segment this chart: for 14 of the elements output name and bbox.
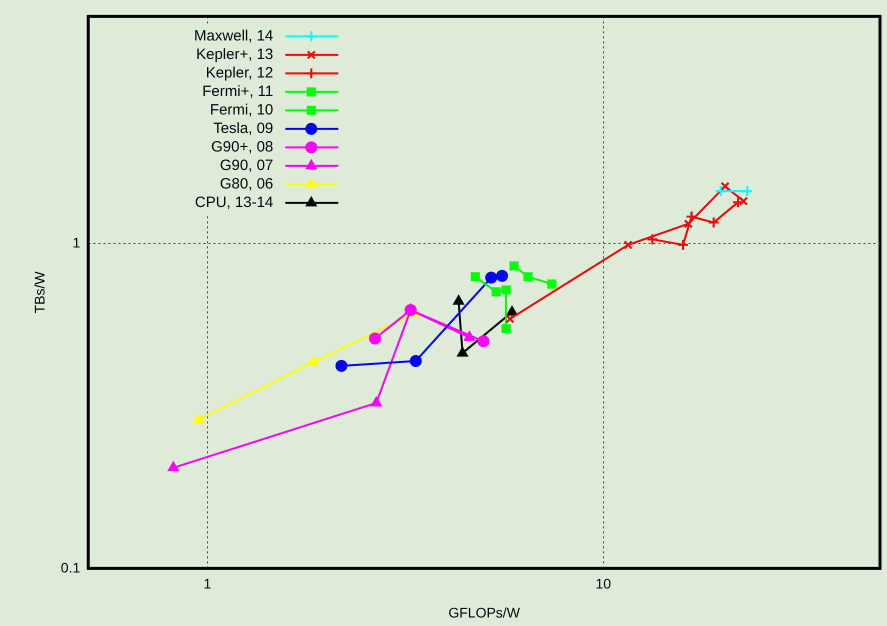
legend-label: Kepler, 12: [206, 64, 274, 82]
legend-label: G80, 06: [220, 176, 274, 193]
legend-label: G90+, 08: [211, 138, 274, 156]
legend-label: Fermi, 10: [210, 102, 274, 119]
legend-label: G90, 07: [220, 157, 274, 174]
x-axis-title: GFLOPs/W: [448, 604, 521, 620]
legend-label: Kepler+, 13: [196, 46, 274, 64]
y-axis-title: TBs/W: [31, 270, 48, 314]
legend-label: Tesla, 09: [213, 120, 274, 138]
x-tick-label: 10: [596, 576, 612, 592]
y-tick-label: 0.1: [60, 559, 80, 576]
legend-label: Fermi+, 11: [202, 83, 274, 100]
legend-label: Maxwell, 14: [194, 28, 274, 45]
legend-label: CPU, 13-14: [194, 194, 274, 212]
